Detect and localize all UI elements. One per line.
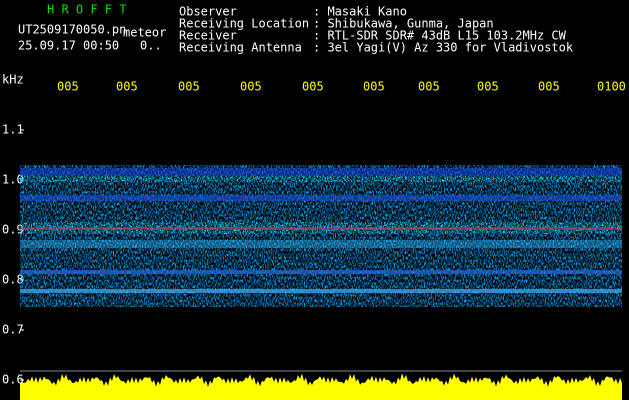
- info-value: : RTL-SDR SDR# 43dB L15 103.2MHz CW: [313, 29, 567, 43]
- file-tag: meteor: [123, 26, 166, 40]
- info-label: Observer: [179, 5, 237, 19]
- info-label: Receiving Antenna: [179, 41, 302, 55]
- info-label: Receiving Location: [179, 17, 309, 31]
- time-label: 005: [302, 80, 324, 94]
- time-label: 005: [363, 80, 385, 94]
- time-label: 005: [116, 80, 138, 94]
- freq-label: 0.8: [2, 273, 24, 287]
- freq-label: 1.1: [2, 123, 24, 137]
- time-label: 005: [477, 80, 499, 94]
- app-title: H R O F F T: [47, 3, 126, 17]
- unit-label: kHz: [2, 73, 24, 87]
- freq-label: 1.0: [2, 173, 24, 187]
- axes: kHz 1.1 1.0 0.9 0.8 0.7 0.6 005 005 005 005 005 005 0…: [2, 73, 626, 387]
- time-label: 005: [240, 80, 262, 94]
- band: [20, 195, 622, 201]
- freq-label: 0.6: [2, 373, 24, 387]
- time-label: 005: [538, 80, 560, 94]
- power-trace: [20, 373, 622, 400]
- file-name: UT2509170050.pn: [18, 23, 126, 37]
- freq-label: 0.9: [2, 223, 24, 237]
- freq-label: 0.7: [2, 323, 24, 337]
- time-label: 005: [418, 80, 440, 94]
- info-value: : Shibukawa, Gunma, Japan: [313, 17, 494, 31]
- info-block: Observer : Masaki Kano Receiving Location:…: [179, 5, 574, 55]
- spectrogram: [20, 165, 622, 307]
- time-label: 005: [57, 80, 79, 94]
- extra: 0..: [140, 39, 162, 53]
- datetime: 25.09.17 00:50: [18, 39, 119, 53]
- band: [20, 168, 622, 176]
- info-value: : 3el Yagi(V) Az 330 for Vladivostok: [313, 41, 574, 55]
- noise: [20, 165, 622, 307]
- time-label: 0100: [597, 80, 626, 94]
- band: [20, 176, 622, 182]
- band: [20, 240, 622, 248]
- band: [20, 270, 622, 274]
- time-label: 005: [178, 80, 200, 94]
- info-label: Receiver: [179, 29, 237, 43]
- band: [20, 289, 622, 293]
- info-value: : Masaki Kano: [313, 5, 407, 19]
- band: [20, 227, 622, 230]
